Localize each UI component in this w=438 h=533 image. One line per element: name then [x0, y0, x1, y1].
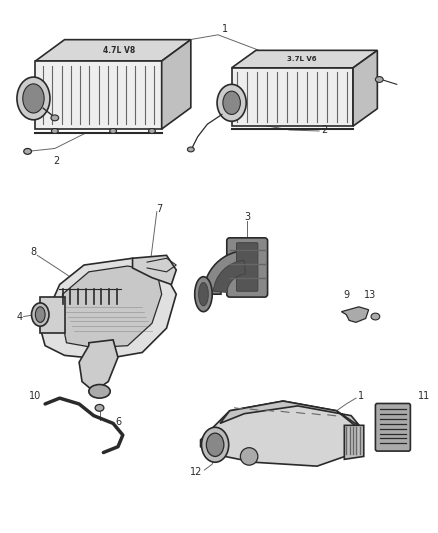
Polygon shape: [79, 340, 118, 391]
Text: 3: 3: [244, 213, 250, 222]
Ellipse shape: [198, 282, 208, 306]
Ellipse shape: [217, 84, 246, 122]
FancyBboxPatch shape: [227, 238, 268, 297]
Text: 1: 1: [358, 391, 364, 401]
Ellipse shape: [35, 307, 45, 322]
Polygon shape: [162, 39, 191, 129]
Text: 9: 9: [343, 290, 350, 300]
Ellipse shape: [110, 128, 117, 133]
Polygon shape: [341, 307, 369, 322]
Ellipse shape: [24, 149, 32, 154]
Ellipse shape: [371, 313, 380, 320]
FancyBboxPatch shape: [237, 243, 258, 291]
Ellipse shape: [32, 303, 49, 326]
Ellipse shape: [206, 433, 224, 456]
Wedge shape: [213, 260, 245, 293]
Polygon shape: [40, 297, 64, 333]
Ellipse shape: [17, 77, 50, 120]
Ellipse shape: [148, 128, 155, 133]
Text: 2: 2: [53, 156, 60, 166]
FancyBboxPatch shape: [375, 403, 410, 451]
Ellipse shape: [89, 384, 110, 398]
Polygon shape: [232, 68, 353, 126]
Polygon shape: [220, 401, 361, 427]
Ellipse shape: [51, 128, 58, 133]
Ellipse shape: [201, 427, 229, 462]
Ellipse shape: [51, 115, 59, 121]
Text: 3.7L V6: 3.7L V6: [287, 56, 317, 62]
Polygon shape: [353, 50, 378, 126]
Text: 1: 1: [222, 24, 228, 34]
Ellipse shape: [240, 448, 258, 465]
Text: 7: 7: [157, 204, 163, 214]
Ellipse shape: [95, 405, 104, 411]
Polygon shape: [35, 61, 162, 129]
Text: 2: 2: [321, 125, 327, 135]
Polygon shape: [40, 259, 176, 359]
Ellipse shape: [23, 84, 44, 113]
Text: 13: 13: [364, 290, 377, 300]
Text: 8: 8: [30, 247, 36, 257]
Text: 6: 6: [115, 417, 121, 427]
Polygon shape: [62, 266, 162, 348]
Polygon shape: [35, 39, 191, 61]
Ellipse shape: [187, 147, 194, 152]
Text: 12: 12: [190, 467, 202, 477]
Polygon shape: [232, 50, 378, 68]
Polygon shape: [344, 425, 364, 459]
Text: 11: 11: [418, 391, 430, 401]
Polygon shape: [201, 401, 361, 466]
Text: 4.7L V8: 4.7L V8: [103, 46, 135, 55]
Ellipse shape: [375, 77, 383, 83]
Text: 4: 4: [17, 311, 23, 321]
Wedge shape: [204, 251, 247, 294]
Text: 10: 10: [29, 391, 42, 401]
Ellipse shape: [195, 277, 212, 312]
Polygon shape: [133, 255, 176, 285]
Ellipse shape: [223, 91, 240, 115]
